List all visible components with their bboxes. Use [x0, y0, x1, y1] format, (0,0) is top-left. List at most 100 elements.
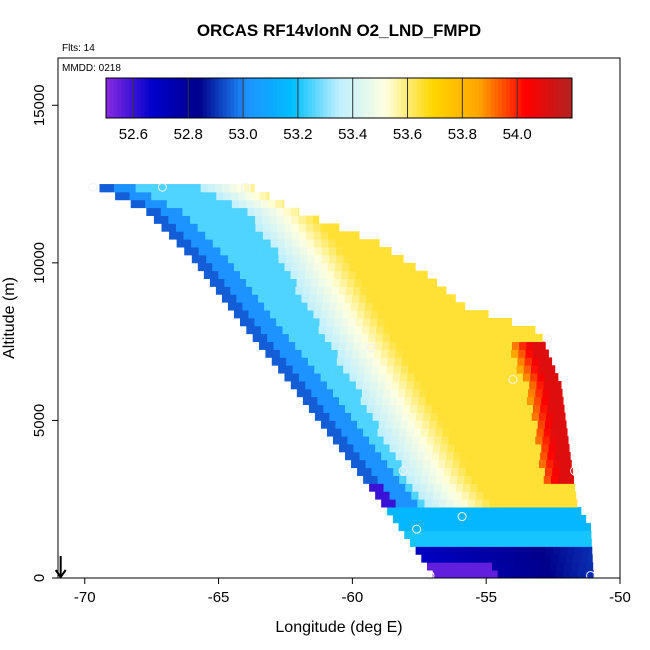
- heatmap-cell: [425, 491, 434, 500]
- heatmap-cell: [567, 507, 576, 516]
- heatmap-cell: [485, 522, 493, 532]
- heatmap-cell: [433, 333, 441, 343]
- heatmap-cell: [506, 522, 515, 532]
- heatmap-cell: [461, 444, 470, 453]
- heatmap-cell: [340, 436, 348, 445]
- heatmap-cell: [320, 420, 329, 429]
- heatmap-cell: [477, 325, 486, 335]
- heatmap-cell: [371, 239, 380, 248]
- heatmap-cell: [438, 404, 447, 413]
- heatmap-cell: [276, 270, 284, 280]
- heatmap-cell: [164, 184, 173, 193]
- heatmap-cell: [295, 286, 304, 295]
- heatmap-cell: [294, 349, 302, 358]
- heatmap-cell: [482, 349, 490, 358]
- heatmap-cell: [451, 420, 459, 429]
- heatmap-cell: [421, 373, 430, 382]
- heatmap-cell: [491, 436, 500, 445]
- heatmap-cell: [390, 483, 399, 492]
- heatmap-cell: [364, 310, 372, 319]
- heatmap-cell: [524, 412, 533, 421]
- colorbar-swatch: [269, 78, 274, 118]
- heatmap-cell: [422, 365, 431, 374]
- heatmap-cell: [438, 538, 447, 547]
- heatmap-cell: [543, 522, 551, 532]
- heatmap-cell: [528, 483, 536, 492]
- heatmap-cell: [252, 333, 261, 343]
- heatmap-cell: [259, 341, 267, 350]
- heatmap-cell: [255, 310, 264, 319]
- heatmap-cell: [385, 373, 394, 382]
- heatmap-cell: [334, 381, 342, 390]
- heatmap-cell: [465, 514, 473, 524]
- heatmap-cell: [343, 365, 351, 374]
- heatmap-cell: [486, 310, 489, 319]
- heatmap-cell: [526, 444, 535, 453]
- heatmap-cell: [557, 562, 565, 571]
- colorbar-swatch: [280, 78, 286, 118]
- heatmap-cell: [506, 562, 515, 571]
- heatmap-cell: [529, 554, 538, 563]
- heatmap-cell: [528, 436, 536, 445]
- heatmap-cell: [497, 396, 506, 406]
- heatmap-cell: [487, 420, 495, 429]
- heatmap-cell: [499, 562, 507, 571]
- heatmap-cell: [411, 444, 419, 453]
- heatmap-cell: [373, 451, 382, 461]
- heatmap-cell: [520, 562, 529, 571]
- heatmap-cell: [508, 373, 517, 382]
- colorbar-swatch: [183, 78, 189, 118]
- heatmap-cell: [298, 310, 307, 319]
- heatmap-cell: [464, 554, 473, 563]
- heatmap-cell: [121, 184, 129, 193]
- heatmap-cell: [436, 373, 444, 382]
- heatmap-cell: [405, 436, 413, 445]
- heatmap-cell: [313, 310, 322, 319]
- heatmap-cell: [259, 191, 268, 201]
- heatmap-cell: [343, 254, 352, 264]
- heatmap-cell: [318, 388, 327, 398]
- heatmap-cell: [320, 231, 329, 240]
- heatmap-cell: [197, 223, 206, 232]
- heatmap-cell: [321, 239, 329, 248]
- heatmap-cell: [385, 420, 394, 429]
- heatmap-cell: [172, 191, 181, 201]
- heatmap-cell: [299, 247, 308, 256]
- heatmap-cell: [455, 436, 464, 445]
- heatmap-cell: [267, 333, 275, 343]
- heatmap-cell: [342, 231, 351, 240]
- heatmap-cell: [432, 444, 441, 453]
- heatmap-cell: [423, 302, 431, 311]
- heatmap-cell: [443, 467, 452, 476]
- heatmap-cell: [502, 357, 511, 366]
- heatmap-cell: [437, 365, 445, 374]
- heatmap-cell: [471, 381, 480, 390]
- heatmap-cell: [395, 404, 404, 413]
- heatmap-cell: [301, 294, 310, 303]
- heatmap-cell: [576, 499, 578, 508]
- heatmap-cell: [270, 310, 278, 319]
- heatmap-cell: [420, 318, 429, 327]
- heatmap-cell: [443, 514, 452, 524]
- heatmap-cell: [351, 294, 360, 303]
- y-tick-label: 15000: [31, 84, 48, 126]
- heatmap-cell: [337, 294, 346, 303]
- heatmap-cell: [388, 451, 397, 461]
- heatmap-cell: [483, 570, 491, 579]
- colorbar-swatch: [439, 78, 445, 118]
- heatmap-cell: [386, 254, 395, 264]
- colorbar-swatch: [358, 78, 363, 118]
- heatmap-cell: [464, 428, 472, 437]
- colorbar-swatch: [323, 78, 328, 118]
- heatmap-cell: [420, 428, 429, 437]
- heatmap-cell: [302, 286, 311, 295]
- heatmap-cell: [381, 499, 389, 508]
- heatmap-cell: [223, 191, 232, 201]
- heatmap-cell: [260, 278, 269, 287]
- heatmap-cell: [241, 262, 249, 272]
- colorbar-swatch: [502, 78, 507, 118]
- heatmap-cell: [495, 357, 504, 366]
- heatmap-cell: [565, 428, 568, 437]
- heatmap-cell: [365, 412, 374, 421]
- heatmap-cell: [379, 254, 388, 264]
